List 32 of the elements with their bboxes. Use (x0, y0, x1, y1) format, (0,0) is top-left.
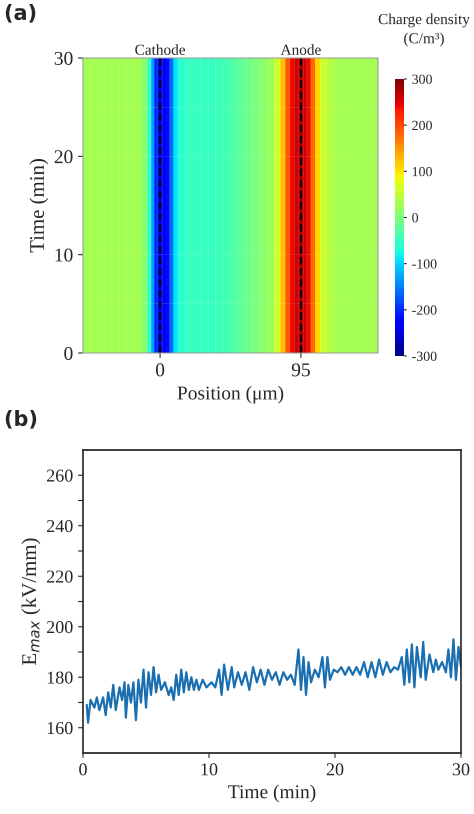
ref-line-label: Anode (280, 44, 321, 55)
y-tick-label: 180 (48, 672, 73, 684)
x-tick-label: 20 (326, 763, 344, 776)
color-bar-label: 200 (412, 120, 432, 130)
y-axis-title: E$_{max}$ (kV/mm) (21, 538, 40, 665)
x-tick-label: 10 (202, 763, 218, 776)
y-tick-label: 240 (46, 520, 73, 532)
y-tick-label: 10 (56, 248, 73, 262)
y-axis-title: Time (min) (29, 159, 48, 252)
y-tick-label: 30 (54, 52, 73, 65)
y-tick-label: 160 (48, 722, 73, 734)
ref-line-label: Cathode (135, 44, 186, 55)
text: (a) (6, 4, 36, 23)
line-series (86, 638, 461, 724)
x-axis-title: Position (μm) (178, 386, 284, 404)
color-bar-label: 300 (412, 74, 432, 84)
x-tick-label: 0 (79, 763, 87, 776)
color-bar-title: Charge density (C/m³) (378, 13, 470, 47)
y-tick-label: 0 (64, 346, 73, 360)
x-tick-label: 30 (452, 763, 470, 776)
color-bar-label: 0 (412, 213, 418, 222)
color-bar-label: -200 (412, 305, 437, 315)
color-bar-label: 100 (412, 166, 432, 176)
y-tick-label: 260 (46, 470, 73, 482)
color-bar-label: -300 (412, 352, 437, 361)
color-bar-label: -100 (412, 259, 437, 269)
text: (b) (6, 410, 36, 429)
y-tick-label: 20 (54, 150, 73, 164)
x-axis-title: Time (min) (228, 784, 316, 802)
x-tick-label: 95 (292, 363, 310, 376)
y-tick-label: 200 (46, 621, 73, 634)
y-tick-label: 220 (46, 570, 73, 583)
